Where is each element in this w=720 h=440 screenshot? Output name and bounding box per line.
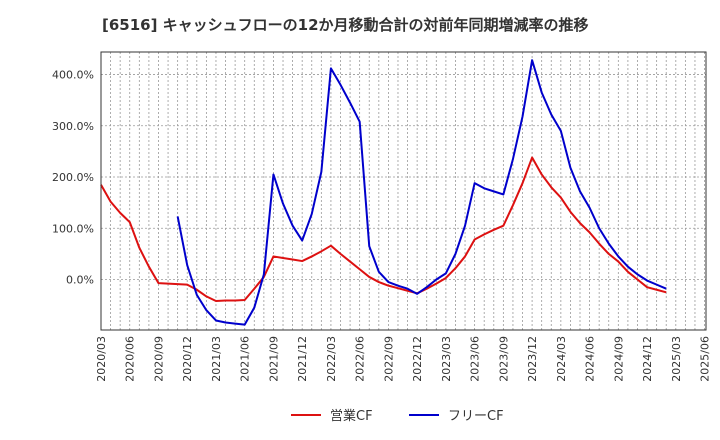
x-tick-label: 2025/06 (699, 336, 712, 382)
plot-area (101, 52, 706, 330)
y-tick-label: 100.0% (52, 222, 94, 235)
x-tick-label: 2022/06 (354, 336, 367, 382)
x-tick-label: 2020/12 (181, 336, 194, 382)
x-tick-label: 2020/03 (95, 336, 108, 382)
x-tick-label: 2021/12 (296, 336, 309, 382)
series-lines (100, 59, 667, 326)
grid-lines (101, 52, 706, 330)
y-axis-tick-labels: 0.0% 100.0% 200.0% 300.0% 400.0% (52, 69, 94, 287)
legend: 営業CF フリーCF (291, 408, 504, 424)
x-tick-label: 2023/09 (497, 336, 510, 382)
x-tick-label: 2021/09 (267, 336, 280, 382)
x-tick-label: 2024/03 (555, 336, 568, 382)
x-tick-label: 2024/06 (584, 336, 597, 382)
x-tick-label: 2020/06 (124, 336, 137, 382)
y-tick-label: 400.0% (52, 69, 94, 82)
x-tick-label: 2025/03 (670, 336, 683, 382)
series-line-1 (176, 59, 667, 326)
x-axis-tick-labels: 2020/03 2020/06 2020/09 2020/12 2021/03 2021/… (95, 336, 712, 382)
y-tick-label: 300.0% (52, 120, 94, 133)
x-tick-label: 2023/06 (469, 336, 482, 382)
x-tick-label: 2024/09 (612, 336, 625, 382)
x-tick-label: 2022/12 (411, 336, 424, 382)
x-tick-label: 2022/09 (382, 336, 395, 382)
x-tick-label: 2021/03 (210, 336, 223, 382)
x-tick-label: 2020/09 (152, 336, 165, 382)
chart-title: [6516] キャッシュフローの12か月移動合計の対前年同期増減率の推移 (102, 16, 589, 34)
plot-frame (100, 51, 707, 331)
x-tick-label: 2022/03 (325, 336, 338, 382)
legend-label: フリーCF (448, 409, 504, 424)
y-tick-label: 0.0% (66, 274, 94, 287)
legend-label: 営業CF (330, 408, 373, 424)
y-tick-label: 200.0% (52, 171, 94, 184)
x-tick-label: 2021/06 (239, 336, 252, 382)
x-tick-label: 2024/12 (641, 336, 654, 382)
x-tick-label: 2023/12 (526, 336, 539, 382)
x-tick-label: 2023/03 (440, 336, 453, 382)
